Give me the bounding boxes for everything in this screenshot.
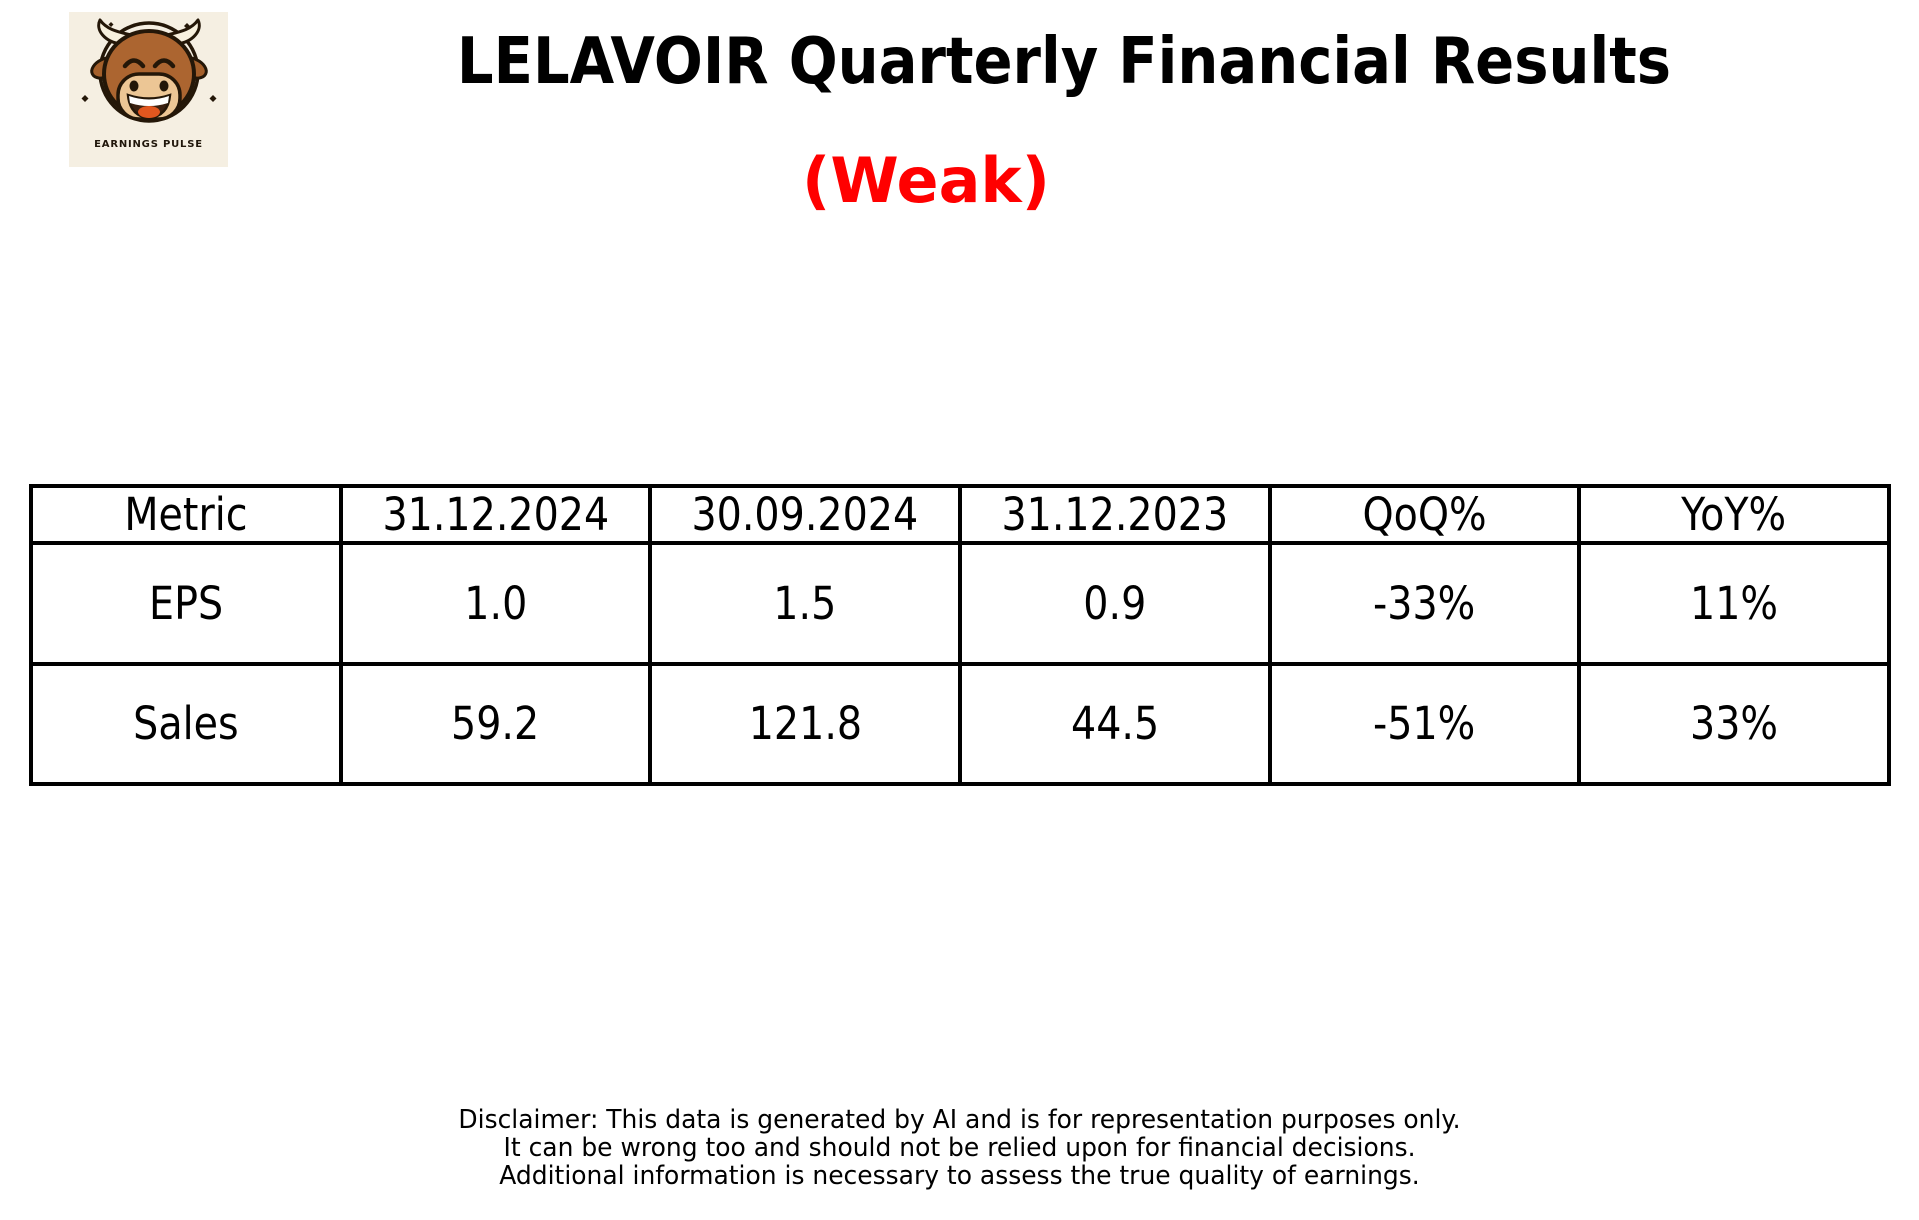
column-header-label: 31.12.2024 xyxy=(382,488,609,541)
qoq-change-label: -33% xyxy=(1373,576,1476,630)
value-cell: 44.5 xyxy=(957,661,1272,786)
yoy-change-label: 11% xyxy=(1690,576,1779,630)
report-title: LELAVOIR Quarterly Financial Results xyxy=(456,25,1672,99)
column-header-qoq: QoQ% xyxy=(1267,484,1582,545)
metric-label: Sales xyxy=(133,697,239,751)
value-label: 1.0 xyxy=(463,576,527,630)
value-cell: 0.9 xyxy=(957,541,1272,666)
column-header-label: YoY% xyxy=(1681,488,1787,541)
bull-icon xyxy=(81,18,217,123)
value-cell: 1.5 xyxy=(648,541,962,666)
logo-brand-text: EARNINGS PULSE xyxy=(94,139,203,150)
column-header-yoy: YoY% xyxy=(1577,484,1891,545)
column-header-label: 31.12.2023 xyxy=(1001,488,1229,541)
yoy-change-cell: 11% xyxy=(1577,541,1891,666)
column-header-period-1: 31.12.2024 xyxy=(338,484,653,545)
value-cell: 121.8 xyxy=(648,661,962,786)
disclaimer-line: It can be wrong too and should not be re… xyxy=(503,1133,1416,1163)
value-cell: 1.0 xyxy=(338,541,653,666)
column-header-period-2: 30.09.2024 xyxy=(648,484,962,545)
value-label: 0.9 xyxy=(1083,576,1147,630)
metric-name-cell: EPS xyxy=(29,541,343,666)
yoy-change-label: 33% xyxy=(1690,697,1779,751)
table-row-eps: EPS 1.0 1.5 0.9 -33% 11% xyxy=(29,541,1891,666)
column-header-period-3: 31.12.2023 xyxy=(957,484,1272,545)
earnings-pulse-logo: EARNINGS PULSE xyxy=(69,12,228,167)
financial-results-table: Metric 31.12.2024 30.09.2024 31.12.2023 … xyxy=(29,484,1891,786)
disclaimer-line: Additional information is necessary to a… xyxy=(499,1161,1420,1191)
table-header-row: Metric 31.12.2024 30.09.2024 31.12.2023 … xyxy=(29,484,1891,545)
value-label: 59.2 xyxy=(451,697,540,751)
qoq-change-label: -51% xyxy=(1373,697,1476,751)
value-label: 1.5 xyxy=(773,576,837,630)
value-cell: 59.2 xyxy=(338,661,653,786)
column-header-label: Metric xyxy=(124,488,248,541)
disclaimer-line: Disclaimer: This data is generated by AI… xyxy=(458,1105,1461,1135)
value-label: 44.5 xyxy=(1070,697,1159,751)
column-header-label: QoQ% xyxy=(1362,488,1487,541)
metric-label: EPS xyxy=(148,576,223,630)
column-header-label: 30.09.2024 xyxy=(691,488,919,541)
value-label: 121.8 xyxy=(748,697,862,751)
table-row-sales: Sales 59.2 121.8 44.5 -51% 33% xyxy=(29,661,1891,786)
qoq-change-cell: -51% xyxy=(1267,661,1582,786)
disclaimer: Disclaimer: This data is generated by AI… xyxy=(0,1106,1919,1190)
column-header-metric: Metric xyxy=(29,484,343,545)
yoy-change-cell: 33% xyxy=(1577,661,1891,786)
metric-name-cell: Sales xyxy=(29,661,343,786)
verdict-label: (Weak) xyxy=(802,144,1050,217)
qoq-change-cell: -33% xyxy=(1267,541,1582,666)
